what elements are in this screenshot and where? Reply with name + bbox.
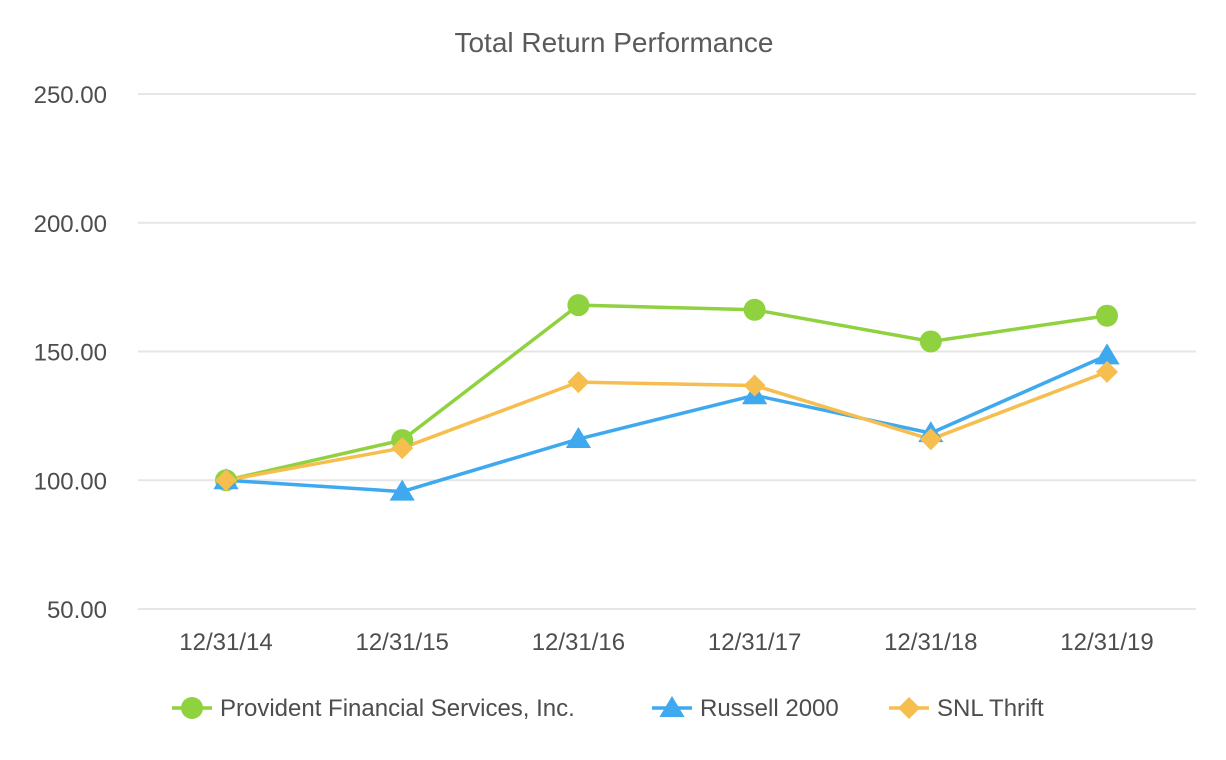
legend-swatch-marker xyxy=(659,696,685,717)
data-point xyxy=(1096,360,1118,383)
gridlines xyxy=(138,93,1196,610)
data-point xyxy=(389,479,415,501)
legend-swatch-marker xyxy=(898,697,920,719)
x-axis-ticks: 12/31/14 12/31/15 12/31/16 12/31/17 12/31/18… xyxy=(179,629,1153,656)
x-tick-label: 12/31/15 xyxy=(355,629,448,656)
legend-item: Russell 2000 xyxy=(652,695,839,722)
series-line-0 xyxy=(225,303,1108,482)
series-line-1 xyxy=(225,353,1108,494)
data-point xyxy=(567,371,590,394)
data-point xyxy=(1096,304,1118,327)
chart-title: Total Return Performance xyxy=(454,27,773,58)
series-markers xyxy=(213,294,1120,501)
data-point xyxy=(743,298,766,321)
data-point xyxy=(565,427,591,449)
x-tick-label: 12/31/18 xyxy=(884,629,977,656)
y-tick-label: 250.00 xyxy=(34,82,107,109)
x-tick-label: 12/31/17 xyxy=(708,629,801,656)
series-line-2 xyxy=(225,370,1108,482)
x-tick-label: 12/31/14 xyxy=(179,629,272,656)
data-point xyxy=(743,374,766,397)
x-tick-label: 12/31/19 xyxy=(1060,629,1153,656)
legend-label: SNL Thrift xyxy=(937,695,1044,722)
data-point xyxy=(567,294,590,317)
data-point xyxy=(919,428,942,451)
y-tick-label: 100.00 xyxy=(34,468,107,495)
y-axis-ticks: 50.00 100.00 150.00 200.00 250.00 xyxy=(34,82,107,624)
y-tick-label: 50.00 xyxy=(47,597,107,624)
x-tick-label: 12/31/16 xyxy=(532,629,625,656)
legend: Provident Financial Services, Inc. Russel… xyxy=(172,695,1044,722)
legend-item: Provident Financial Services, Inc. xyxy=(172,695,575,722)
data-point xyxy=(391,437,414,460)
series-lines xyxy=(225,303,1108,494)
legend-label: Russell 2000 xyxy=(700,695,839,722)
legend-swatch-marker xyxy=(181,697,203,719)
data-point xyxy=(215,469,237,492)
legend-label: Provident Financial Services, Inc. xyxy=(220,695,575,722)
legend-item: SNL Thrift xyxy=(889,695,1044,722)
y-tick-label: 150.00 xyxy=(34,340,107,367)
data-point xyxy=(1094,343,1120,365)
y-tick-label: 200.00 xyxy=(34,211,107,238)
data-point xyxy=(919,330,942,353)
